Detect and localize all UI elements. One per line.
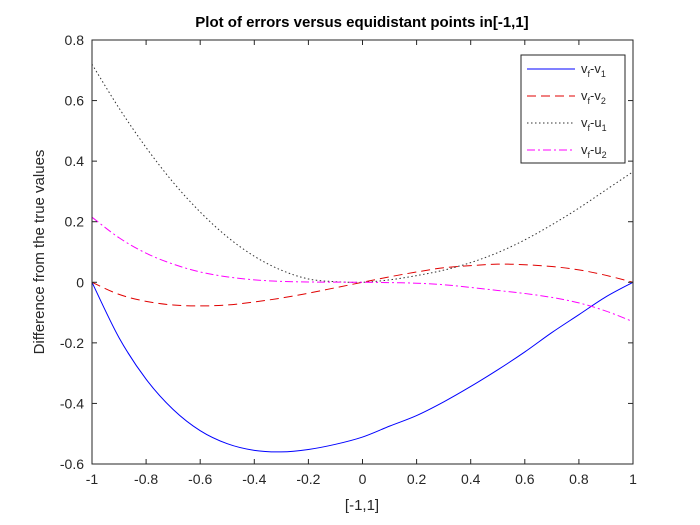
x-tick-label: -0.8 — [134, 471, 158, 487]
y-axis-label: Difference from the true values — [31, 150, 48, 355]
x-tick-label: 0.4 — [461, 471, 481, 487]
series-line-2 — [91, 263, 634, 307]
y-tick-label: 0.4 — [65, 153, 85, 169]
legend-label-1: vf-v1 — [581, 61, 606, 79]
ticks-layer: -1 -0.8 -0.6 -0.4 -0.2 0 0.2 0.4 0.6 0.8 1 -0.6 -0.4… — [60, 32, 637, 487]
x-tick-label: -1 — [86, 471, 99, 487]
y-tick-label: 0.6 — [65, 93, 85, 109]
y-tick-label: -0.4 — [60, 395, 84, 411]
y-tick-label: -0.2 — [60, 335, 84, 351]
legend-label-2: vf-v2 — [581, 88, 606, 106]
x-tick-label: -0.2 — [296, 471, 320, 487]
y-tick-label: 0 — [76, 274, 84, 290]
series-line-4 — [91, 216, 634, 323]
x-tick-label: 0.2 — [407, 471, 427, 487]
x-axis-label: [-1,1] — [345, 497, 379, 514]
legend: vf-v1 vf-v2 vf-u1 vf-u2 — [520, 54, 626, 164]
series-layer — [91, 63, 634, 453]
y-tick-label: -0.6 — [60, 456, 84, 472]
legend-label-3: vf-u1 — [581, 115, 607, 133]
y-tick-label: 0.8 — [65, 32, 85, 48]
legend-label-4: vf-u2 — [581, 142, 607, 160]
x-tick-label: 0.6 — [515, 471, 535, 487]
x-tick-label: 1 — [629, 471, 637, 487]
x-tick-label: 0.8 — [569, 471, 589, 487]
series-line-1 — [91, 281, 634, 453]
y-tick-label: 0.2 — [65, 214, 85, 230]
chart-title: Plot of errors versus equidistant points… — [195, 14, 528, 31]
legend-box — [520, 54, 626, 164]
x-tick-label: -0.6 — [188, 471, 212, 487]
x-tick-label: 0 — [359, 471, 367, 487]
x-tick-label: -0.4 — [242, 471, 266, 487]
